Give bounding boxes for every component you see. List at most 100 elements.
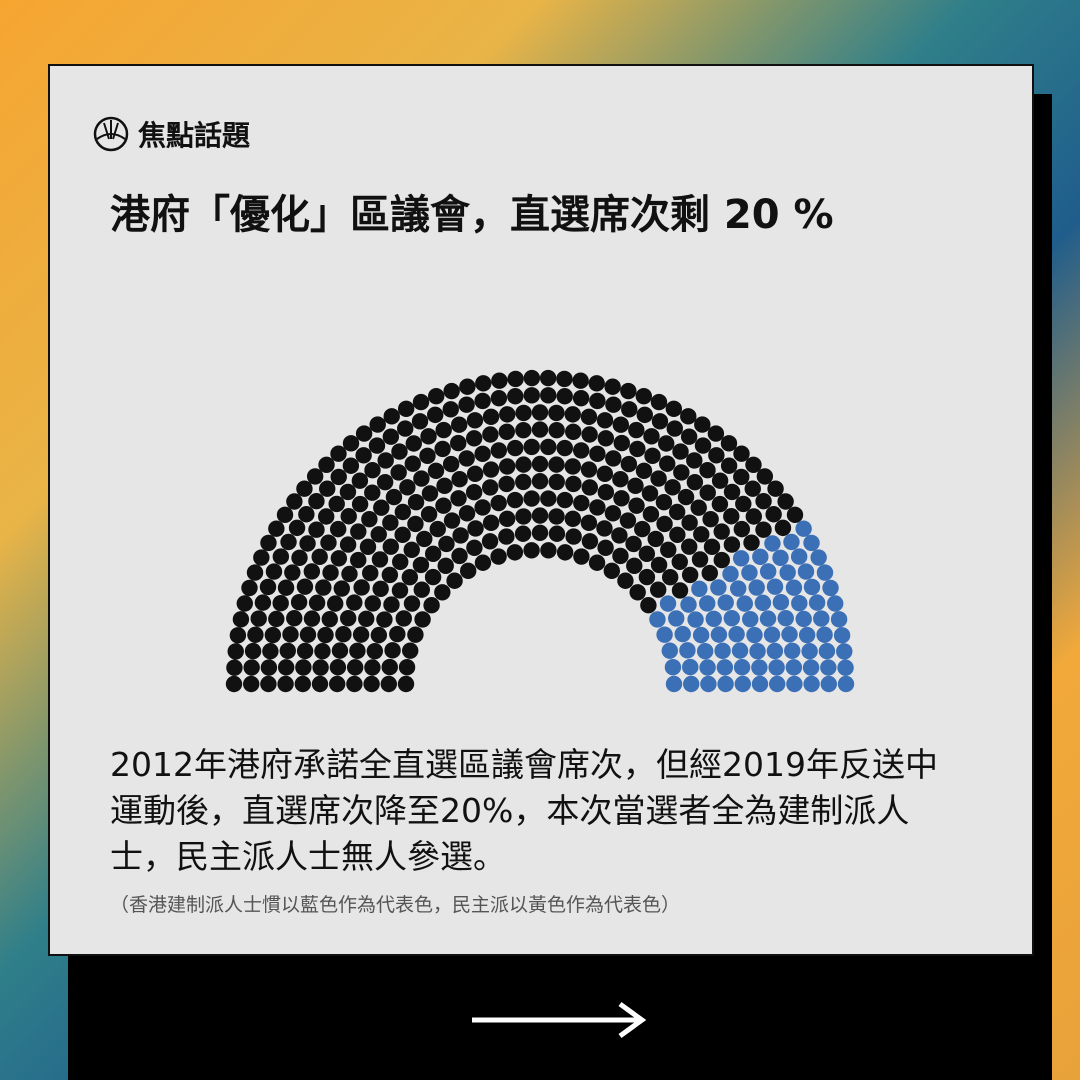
seat — [612, 547, 629, 565]
seat — [291, 549, 308, 566]
seat — [669, 526, 686, 543]
seat — [822, 579, 839, 597]
seat — [280, 533, 297, 551]
seat — [668, 503, 686, 521]
seat — [340, 508, 357, 525]
seat — [710, 626, 728, 643]
seat — [382, 538, 399, 555]
seat — [556, 388, 573, 405]
seat — [368, 437, 386, 454]
seat — [700, 675, 717, 693]
seat — [475, 375, 492, 392]
seat — [372, 580, 389, 598]
seat — [665, 675, 683, 693]
seat — [427, 406, 444, 424]
seat — [612, 471, 629, 488]
seat — [482, 514, 500, 532]
seat — [650, 581, 667, 598]
seat — [466, 412, 484, 429]
seat — [450, 434, 467, 452]
seat — [491, 372, 508, 389]
seat — [556, 491, 574, 509]
seat — [373, 499, 390, 516]
seat — [816, 564, 834, 581]
seat — [540, 490, 557, 507]
seat — [573, 494, 590, 512]
seat — [786, 675, 803, 693]
seat — [531, 473, 549, 490]
seat — [260, 659, 278, 676]
seat — [556, 544, 574, 561]
seat — [589, 445, 606, 463]
seat — [680, 596, 697, 613]
seat — [328, 495, 345, 513]
seat — [241, 579, 258, 597]
seat — [442, 455, 460, 473]
seat — [816, 626, 833, 643]
seat — [620, 455, 638, 473]
seat — [490, 389, 508, 407]
seat — [810, 549, 827, 566]
seat — [597, 539, 614, 556]
seat — [649, 611, 666, 628]
seat — [311, 548, 328, 565]
seat — [531, 507, 549, 524]
seat — [604, 378, 621, 395]
seat — [668, 610, 685, 627]
seat — [229, 627, 247, 644]
seat — [329, 659, 347, 676]
seat — [681, 566, 699, 584]
seat — [710, 579, 727, 596]
seat — [295, 659, 312, 676]
seat — [498, 510, 516, 528]
seat — [723, 536, 741, 553]
seat — [742, 610, 759, 628]
seat — [589, 499, 606, 516]
seat — [523, 438, 540, 456]
seat — [580, 408, 598, 426]
seat — [797, 563, 815, 580]
seat — [540, 438, 557, 456]
seat — [403, 595, 421, 612]
seat — [490, 548, 507, 565]
seat — [490, 442, 508, 459]
seat — [661, 568, 679, 586]
seat — [640, 597, 657, 614]
seat — [342, 435, 360, 452]
seat — [752, 548, 769, 565]
next-arrow[interactable] — [470, 998, 650, 1042]
seat — [708, 447, 725, 464]
seat — [498, 528, 515, 545]
note: （香港建制派人士慣以藍色作為代表色，民主派以黃色作為代表色） — [110, 894, 681, 916]
seat — [383, 596, 400, 613]
seat — [803, 578, 821, 596]
seat — [717, 594, 734, 611]
brand-icon — [93, 116, 129, 152]
seat — [820, 675, 837, 693]
seat — [733, 468, 750, 486]
seat — [777, 609, 794, 627]
seat — [736, 595, 753, 612]
seat — [363, 675, 380, 693]
seat — [798, 626, 816, 644]
seat — [330, 550, 348, 567]
seat — [394, 526, 411, 543]
seat — [474, 392, 491, 410]
seat — [482, 408, 500, 426]
seat — [655, 494, 673, 511]
seat — [664, 659, 682, 676]
seat — [282, 626, 299, 643]
seat — [728, 626, 745, 643]
seat — [424, 545, 442, 563]
seat — [588, 375, 605, 392]
seat — [692, 626, 710, 644]
seat — [795, 610, 812, 628]
seat — [458, 396, 475, 413]
seat — [634, 520, 651, 538]
seat — [474, 554, 492, 571]
seat — [801, 643, 818, 660]
seat — [766, 578, 784, 595]
seat — [785, 659, 803, 676]
seat — [564, 458, 581, 475]
seat — [443, 512, 461, 529]
